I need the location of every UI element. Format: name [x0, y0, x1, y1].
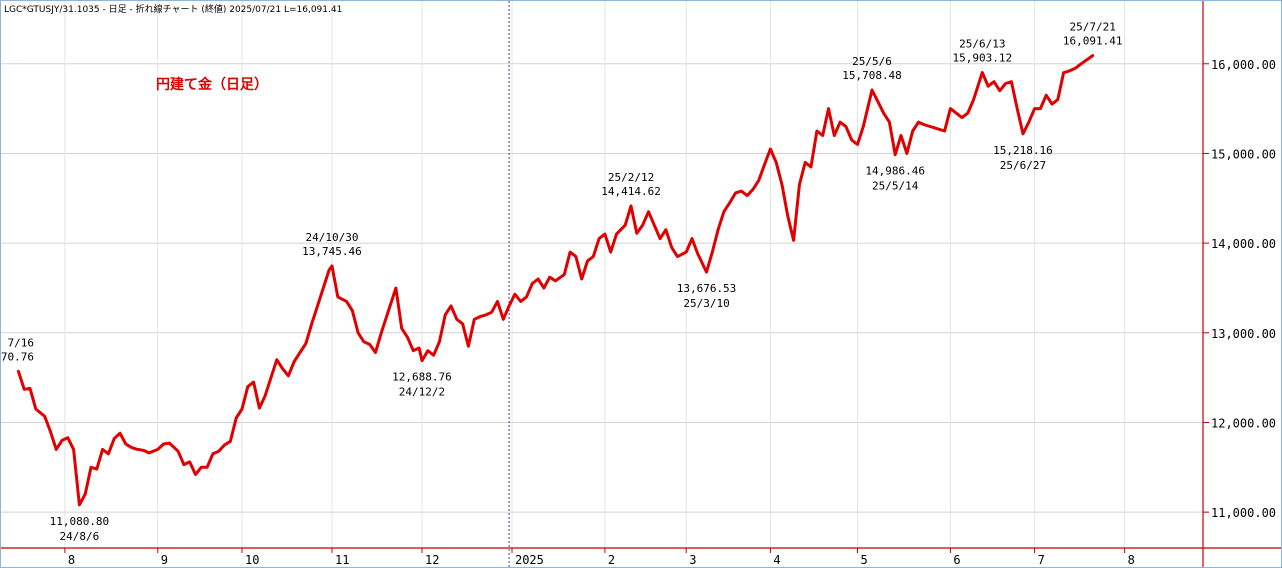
- annotation-label-bottom: 14,414.62: [601, 185, 661, 198]
- annotation-label-top: 25/6/13: [959, 37, 1005, 50]
- annotation-label-top: 11,080.80: [50, 515, 110, 528]
- annotation-label-bottom: 70.76: [1, 350, 34, 363]
- header-text: LGC*GTUSJY/31.1035 - 日足 - 折れ線チャート (終値) 2…: [4, 3, 342, 15]
- annotation-label-bottom: 24/8/6: [60, 530, 100, 543]
- price-series-line: [16, 54, 1095, 507]
- y-tick-label: 11,000.00: [1211, 506, 1276, 520]
- annotation-label-bottom: 24/12/2: [399, 386, 445, 399]
- x-tick-label: 9: [161, 553, 168, 567]
- x-tick-label: 12: [425, 553, 439, 567]
- x-tick-label: 2025: [515, 553, 544, 567]
- y-tick-label: 12,000.00: [1211, 416, 1276, 430]
- annotation-label-top: 12,688.76: [392, 371, 452, 384]
- annotation-label-top: 15,218.16: [993, 144, 1053, 157]
- annotation-label-top: 24/10/30: [305, 231, 358, 244]
- x-tick-label: 7: [1038, 553, 1045, 567]
- annotation-label-bottom: 25/6/27: [1000, 159, 1046, 172]
- annotation-label-top: 13,676.53: [677, 282, 737, 295]
- annotation-label-bottom: 15,903.12: [953, 51, 1013, 64]
- grid-layer: [1, 1, 1203, 567]
- annotation-label-bottom: 25/5/14: [872, 180, 919, 193]
- x-tick-label: 2: [608, 553, 615, 567]
- annotation-label-top: 25/7/21: [1069, 21, 1115, 34]
- x-tick-label: 8: [1128, 553, 1135, 567]
- chart-title: 円建て金（日足）: [156, 76, 268, 93]
- annotation-label-top: 14,986.46: [865, 165, 925, 178]
- x-tick-label: 4: [773, 553, 780, 567]
- x-tick-label: 11: [335, 553, 349, 567]
- annotation-label-bottom: 25/3/10: [683, 297, 729, 310]
- annotation-label-top: 25/5/6: [852, 55, 892, 68]
- y-tick-label: 16,000.00: [1211, 58, 1276, 72]
- line-layer: [16, 54, 1095, 507]
- x-tick-label: 5: [860, 553, 867, 567]
- x-tick-label: 3: [689, 553, 696, 567]
- annotation-label-top: 7/16: [8, 336, 35, 349]
- annotation-label-bottom: 15,708.48: [842, 69, 902, 82]
- annotation-label-top: 25/2/12: [608, 171, 654, 184]
- annotation-label-bottom: 16,091.41: [1063, 35, 1123, 48]
- x-tick-label: 8: [68, 553, 75, 567]
- x-tick-label: 6: [953, 553, 960, 567]
- y-tick-label: 14,000.00: [1211, 237, 1276, 251]
- y-tick-label: 15,000.00: [1211, 147, 1276, 161]
- y-tick-label: 13,000.00: [1211, 327, 1276, 341]
- annotation-label-bottom: 13,745.46: [302, 245, 362, 258]
- x-tick-label: 10: [245, 553, 259, 567]
